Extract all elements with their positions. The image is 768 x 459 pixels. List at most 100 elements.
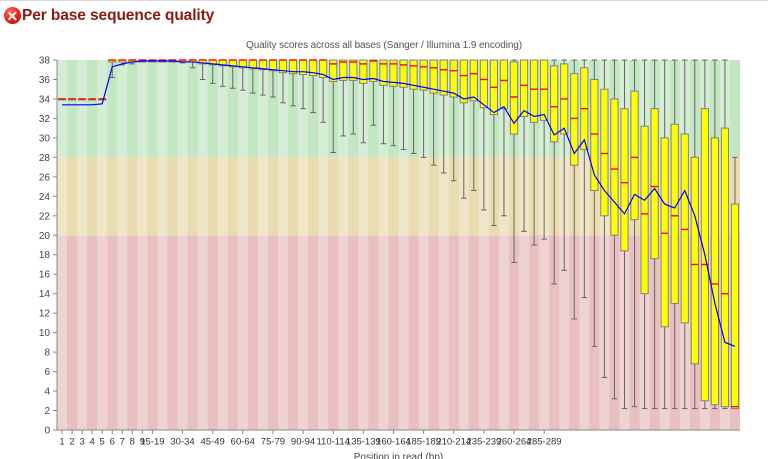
column-stripe	[137, 60, 148, 430]
quartile-box	[620, 108, 629, 252]
x-tick-label: 15-19	[140, 437, 164, 448]
column-stripe	[117, 60, 128, 430]
x-tick-label: 135-139	[346, 437, 381, 448]
x-axis-title-label: Position in read (bp)	[354, 452, 444, 459]
column-stripe	[478, 60, 489, 430]
quartile-box	[329, 59, 338, 82]
y-tick-label: 12	[39, 309, 51, 320]
y-tick-label: 38	[39, 56, 51, 67]
y-tick-label: 30	[39, 133, 51, 144]
quartile-box	[379, 59, 388, 86]
column-stripe	[438, 60, 449, 430]
x-tick-label: 9	[140, 437, 145, 448]
per-base-quality-chart: Quality scores across all bases (Sanger …	[0, 30, 768, 459]
x-tick-label: 1	[59, 437, 64, 448]
x-tick-label: 285-289	[527, 437, 562, 448]
x-tick-label: 60-64	[231, 437, 255, 448]
quartile-box	[600, 88, 609, 217]
page-title: Per base sequence quality	[22, 6, 215, 24]
band-bad	[57, 235, 740, 430]
column-stripe	[97, 60, 108, 430]
x-tick-label: 75-79	[261, 437, 285, 448]
quartile-box	[459, 59, 468, 104]
quartile-box	[610, 98, 619, 236]
mean-line	[62, 60, 736, 347]
mean-polyline	[62, 60, 736, 347]
quartile-box	[590, 78, 599, 191]
y-tick-label: 28	[39, 153, 51, 164]
y-tick-label: 22	[39, 211, 51, 222]
quartile-box	[550, 65, 559, 143]
x-tick-label: 210-214	[436, 437, 471, 448]
column-stripe	[418, 60, 429, 430]
x-tick-label: 235-239	[466, 437, 501, 448]
quartile-box	[509, 61, 519, 135]
column-stripe	[458, 60, 469, 430]
y-tick-label: 0	[44, 426, 50, 437]
module-header: Per base sequence quality	[0, 0, 768, 30]
column-stripe	[217, 60, 228, 430]
column-stripe	[237, 60, 248, 430]
x-tick-label: 45-49	[201, 437, 225, 448]
x-tick-label: 7	[120, 437, 125, 448]
quartile-box	[419, 59, 428, 91]
fail-cross-icon	[4, 7, 21, 24]
quartile-box	[449, 59, 458, 98]
y-tick-label: 6	[44, 367, 50, 378]
quartile-box	[570, 73, 579, 166]
y-tick-label: 14	[39, 289, 51, 300]
x-tick-label: 110-114	[316, 437, 349, 448]
x-tick-label: 160-164	[376, 437, 411, 448]
column-stripe	[498, 60, 509, 430]
quartile-box	[710, 137, 720, 406]
quartile-box	[670, 123, 679, 304]
column-stripe	[318, 60, 329, 430]
axis-lines	[53, 60, 740, 431]
column-stripe	[398, 60, 409, 430]
quartile-box	[720, 127, 730, 408]
y-tick-label: 10	[39, 328, 51, 339]
plot-boxes	[57, 59, 740, 410]
y-tick-label: 4	[44, 387, 50, 398]
y-tick-label: 20	[39, 231, 51, 242]
column-stripe	[298, 60, 309, 430]
column-stripe	[539, 60, 550, 430]
x-tick-label: 90-94	[291, 437, 315, 448]
column-stripe	[57, 60, 68, 430]
y-tick-label: 34	[39, 94, 51, 105]
quartile-box	[359, 59, 368, 84]
column-stripe	[257, 60, 268, 430]
x-tick-label: 5	[100, 437, 105, 448]
column-stripe	[177, 60, 188, 430]
x-tick-label: 4	[90, 437, 95, 448]
quartile-box	[339, 59, 348, 81]
quartile-box	[660, 137, 669, 328]
quartile-box	[409, 59, 418, 90]
quartile-box	[640, 125, 649, 295]
x-tick-label: 6	[110, 437, 115, 448]
column-stripe	[277, 60, 289, 430]
quartile-box	[650, 108, 659, 260]
column-stripe	[378, 60, 389, 430]
column-stripe	[519, 60, 530, 430]
x-tick-label: 8	[130, 437, 135, 448]
x-axis-ticks: 1 2 3 4 5 6 7 8 915-19 30-34 45-49 60-64 75-79 90-94 1…	[59, 430, 562, 448]
column-stripe	[338, 60, 349, 430]
column-stripe	[197, 60, 208, 430]
y-tick-label: 18	[39, 250, 51, 261]
x-axis-title: Position in read (bp)	[354, 452, 444, 459]
quartile-box	[389, 59, 398, 87]
y-tick-label: 8	[44, 348, 50, 359]
y-tick-label: 36	[39, 75, 51, 86]
y-tick-label: 24	[39, 192, 51, 203]
x-tick-label: 30-34	[170, 437, 194, 448]
quartile-box	[540, 59, 549, 121]
column-stripe	[157, 60, 168, 430]
y-tick-label: 16	[39, 270, 51, 281]
y-tick-label: 2	[44, 406, 50, 417]
quartile-box	[690, 156, 699, 365]
quartile-box	[469, 59, 478, 102]
x-tick-label: 185-189	[406, 437, 441, 448]
